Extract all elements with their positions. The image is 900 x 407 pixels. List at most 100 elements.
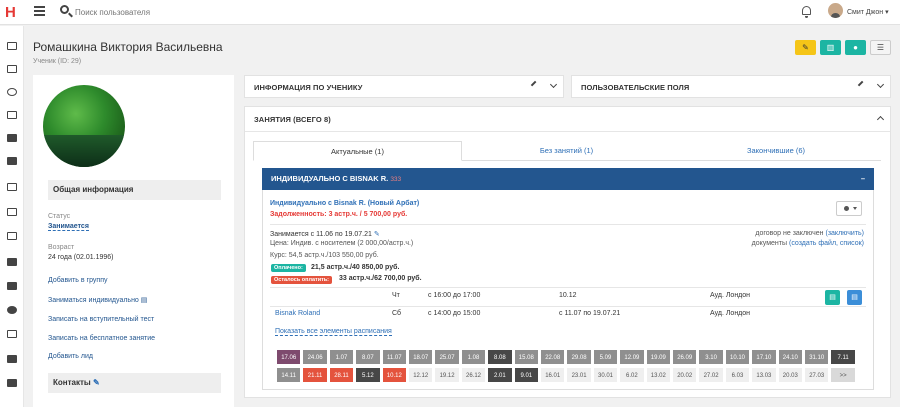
calendar-day-cell[interactable]: 25.07 xyxy=(434,349,460,365)
lesson-name-link[interactable]: Индивидуально с Bisnak R. (Новый Арбат) xyxy=(270,200,420,207)
left-to-pay-badge: Осталось оплатить: xyxy=(271,276,332,284)
calendar-day-cell[interactable]: 8.07 xyxy=(355,349,381,365)
list-icon[interactable] xyxy=(7,42,17,50)
app-logo[interactable]: H xyxy=(5,4,16,21)
mail-icon[interactable] xyxy=(7,111,17,119)
add-to-group-link[interactable]: Добавить в группу xyxy=(48,277,108,284)
status-value[interactable]: Занимается xyxy=(48,223,89,231)
schedule-teacher[interactable]: Bisnak Roland xyxy=(275,310,321,317)
user-icon[interactable] xyxy=(7,88,17,96)
calendar-day-cell[interactable]: 28.11 xyxy=(328,367,355,383)
add-lead-link[interactable]: Добавить лид xyxy=(48,353,93,360)
calendar-day-cell[interactable]: 23.01 xyxy=(566,367,592,383)
calendar-next-button[interactable]: >> xyxy=(830,367,856,383)
collapse-icon[interactable]: – xyxy=(860,174,865,183)
calendar-day-cell[interactable]: 19.09 xyxy=(645,349,671,365)
calendar-day-cell[interactable]: 26.12 xyxy=(460,367,487,383)
pencil-icon[interactable]: ✎ xyxy=(373,231,380,238)
monitor-icon[interactable] xyxy=(7,183,17,191)
lessons-title[interactable]: ЗАНЯТИЯ (ВСЕГО 8) xyxy=(254,115,331,124)
calendar-day-cell[interactable]: 13.03 xyxy=(751,367,777,383)
star-icon[interactable] xyxy=(7,355,17,363)
bank-icon[interactable] xyxy=(7,232,17,240)
calendar-day-cell[interactable]: 24.06 xyxy=(302,349,328,365)
calendar-day-cell[interactable]: 6.03 xyxy=(724,367,751,383)
calendar-day-cell[interactable]: 29.08 xyxy=(566,349,592,365)
student-info-title[interactable]: ИНФОРМАЦИЯ ПО УЧЕНИКУ xyxy=(254,83,363,92)
calendar-day-cell[interactable]: 21.11 xyxy=(302,367,328,383)
home-icon[interactable] xyxy=(7,134,17,142)
calendar-day-cell[interactable]: 22.08 xyxy=(540,349,566,365)
calendar-day-cell[interactable]: 5.09 xyxy=(592,349,619,365)
calendar-day-cell[interactable]: 17.10 xyxy=(751,349,777,365)
login-icon[interactable] xyxy=(7,65,17,73)
chevron-up-icon[interactable] xyxy=(876,115,885,124)
coins-icon[interactable] xyxy=(7,282,17,290)
calendar-day-cell[interactable]: 9.01 xyxy=(513,367,539,383)
calendar-day-cell[interactable]: 2.01 xyxy=(487,367,513,383)
calendar-day-cell[interactable]: 14.11 xyxy=(276,367,302,383)
show-all-schedule-link[interactable]: Показать все элементы расписания xyxy=(275,328,392,336)
entrance-test-link[interactable]: Записать на вступительный тест xyxy=(48,316,155,323)
calendar-day-cell[interactable]: 1.07 xyxy=(328,349,355,365)
menu-icon[interactable] xyxy=(34,6,45,16)
lesson-band[interactable]: ИНДИВИДУАЛЬНО С BISNAK R. ЗЗЗ – xyxy=(262,168,874,190)
calendar-day-cell[interactable]: 11.07 xyxy=(381,349,407,365)
calendar-day-cell[interactable]: 20.02 xyxy=(672,367,698,383)
calendar-day-cell[interactable]: 1.08 xyxy=(460,349,487,365)
calendar-day-cell[interactable]: 27.02 xyxy=(698,367,724,383)
calendar-day-cell[interactable]: 15.08 xyxy=(513,349,539,365)
tools-icon[interactable] xyxy=(7,379,17,387)
calendar-day-cell[interactable]: 8.08 xyxy=(487,349,513,365)
bell-icon[interactable] xyxy=(802,6,811,18)
more-button[interactable]: ☰ xyxy=(870,40,891,55)
calendar-day-cell[interactable]: 5.12 xyxy=(355,367,381,383)
schedule-calendar-button[interactable]: ▤ xyxy=(825,290,840,305)
search-input[interactable] xyxy=(75,5,275,19)
custom-fields-title[interactable]: ПОЛЬЗОВАТЕЛЬСКИЕ ПОЛЯ xyxy=(581,83,690,92)
stats-button[interactable]: ▥ xyxy=(820,40,841,55)
calendar-day-cell[interactable]: 13.02 xyxy=(645,367,671,383)
individual-study-link[interactable]: Заниматься индивидуально ▤ xyxy=(48,296,147,304)
calendar-day-cell[interactable]: 16.01 xyxy=(540,367,566,383)
user-dropdown[interactable] xyxy=(836,201,862,216)
free-lesson-link[interactable]: Записать на бесплатное занятие xyxy=(48,335,156,342)
pencil-icon[interactable] xyxy=(857,80,867,90)
tab-without-lessons[interactable]: Без занятий (1) xyxy=(539,146,594,155)
user-menu[interactable]: Смит Джон ▾ xyxy=(847,9,889,16)
calendar-day-cell[interactable]: 12.12 xyxy=(408,367,434,383)
calendar-day-cell[interactable]: 30.01 xyxy=(592,367,619,383)
general-info-header: Общая информация xyxy=(48,180,221,200)
calendar-icon[interactable] xyxy=(7,208,17,216)
message-button[interactable]: ● xyxy=(845,40,866,55)
calendar-day-cell[interactable]: 17.06 xyxy=(276,349,302,365)
calendar-day-cell[interactable]: 31.10 xyxy=(804,349,830,365)
contract-link[interactable]: (заключить) xyxy=(825,230,865,237)
calendar-day-cell[interactable]: 6.02 xyxy=(619,367,645,383)
calendar-day-cell[interactable]: 26.09 xyxy=(672,349,698,365)
avatar[interactable] xyxy=(828,3,843,18)
tab-finished[interactable]: Закончившие (6) xyxy=(746,146,806,155)
pencil-icon[interactable] xyxy=(530,80,540,90)
pie-chart-icon[interactable] xyxy=(7,306,17,314)
docs-link[interactable]: (создать файл, список) xyxy=(788,240,864,247)
calendar-day-cell[interactable]: 18.07 xyxy=(408,349,434,365)
edit-button[interactable]: ✎ xyxy=(795,40,816,55)
graduation-cap-icon[interactable] xyxy=(7,157,17,165)
book-icon[interactable] xyxy=(7,258,17,266)
chevron-down-icon[interactable] xyxy=(549,80,558,89)
calendar-day-cell[interactable]: 10.10 xyxy=(724,349,751,365)
calendar-day-cell[interactable]: 3.10 xyxy=(698,349,724,365)
bar-chart-icon[interactable] xyxy=(7,330,17,338)
schedule-edit-button[interactable]: ▤ xyxy=(847,290,862,305)
tab-current[interactable]: Актуальные (1) xyxy=(253,141,462,161)
calendar-day-cell[interactable]: 7.11 xyxy=(830,349,856,365)
pencil-icon[interactable]: ✎ xyxy=(92,378,100,387)
calendar-day-cell[interactable]: 19.12 xyxy=(434,367,460,383)
calendar-day-cell[interactable]: 10.12 xyxy=(381,367,407,383)
calendar-day-cell[interactable]: 20.03 xyxy=(777,367,803,383)
chevron-down-icon[interactable] xyxy=(876,80,885,89)
calendar-day-cell[interactable]: 24.10 xyxy=(777,349,803,365)
calendar-day-cell[interactable]: 27.03 xyxy=(804,367,830,383)
calendar-day-cell[interactable]: 12.09 xyxy=(619,349,645,365)
